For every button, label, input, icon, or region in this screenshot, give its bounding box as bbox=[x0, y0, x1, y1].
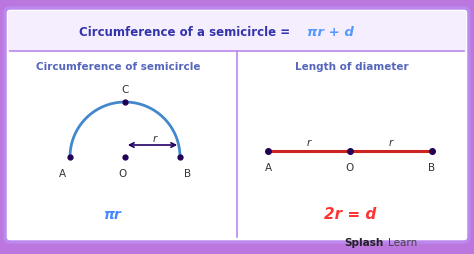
FancyBboxPatch shape bbox=[8, 12, 466, 54]
Text: B: B bbox=[428, 162, 436, 172]
Text: Circumference of a semicircle =: Circumference of a semicircle = bbox=[80, 26, 291, 39]
Text: Circumference of semicircle: Circumference of semicircle bbox=[36, 62, 200, 72]
Text: r: r bbox=[153, 133, 157, 144]
Text: Learn: Learn bbox=[388, 237, 417, 247]
Text: B: B bbox=[184, 168, 191, 178]
Text: Length of diameter: Length of diameter bbox=[295, 62, 409, 72]
Text: O: O bbox=[346, 162, 354, 172]
Text: A: A bbox=[58, 168, 65, 178]
Text: Splash: Splash bbox=[345, 237, 384, 247]
Text: O: O bbox=[119, 168, 127, 178]
Text: A: A bbox=[264, 162, 272, 172]
Text: πr: πr bbox=[104, 207, 122, 221]
Text: 2r = d: 2r = d bbox=[324, 207, 376, 222]
Text: C: C bbox=[121, 85, 128, 95]
Text: r: r bbox=[307, 137, 311, 147]
FancyBboxPatch shape bbox=[5, 9, 469, 242]
Text: πr + d: πr + d bbox=[307, 26, 354, 39]
Text: r: r bbox=[389, 137, 393, 147]
Bar bbox=[10, 52, 464, 237]
